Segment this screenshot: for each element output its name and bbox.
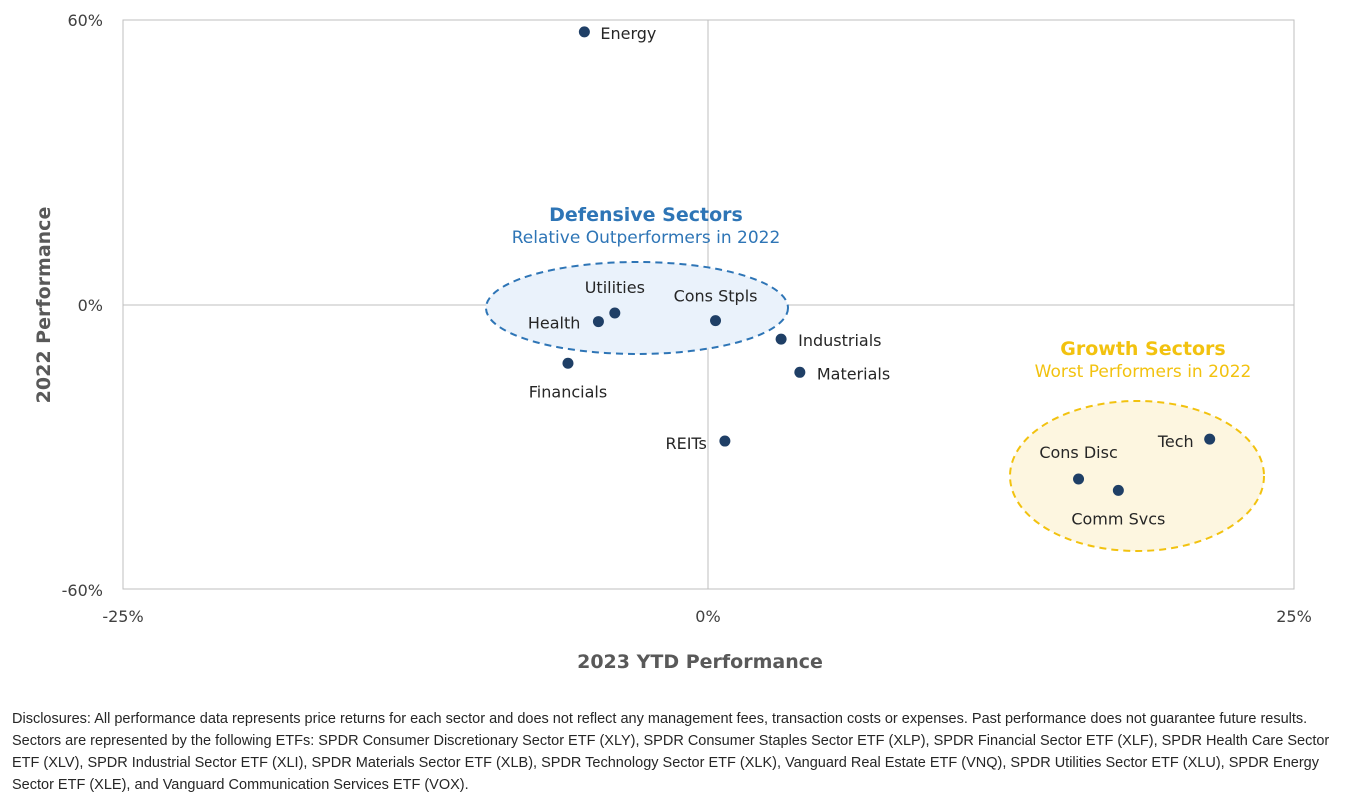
point-comm-svcs <box>1112 484 1124 496</box>
point-financials <box>562 357 574 369</box>
point-label-materials: Materials <box>817 364 890 383</box>
growth-sectors-title: Growth Sectors <box>1060 338 1225 360</box>
defensive-sectors-ellipse <box>485 261 789 355</box>
point-cons-disc <box>1073 473 1085 485</box>
point-industrials <box>775 333 787 345</box>
y-tick-label: 0% <box>78 296 103 315</box>
point-label-comm-svcs: Comm Svcs <box>1071 509 1165 528</box>
x-tick-label: 25% <box>1276 607 1312 626</box>
point-label-industrials: Industrials <box>798 331 881 350</box>
x-axis-title: 2023 YTD Performance <box>577 651 823 673</box>
point-tech <box>1204 433 1216 445</box>
point-utilities <box>609 307 621 319</box>
point-label-health: Health <box>528 314 581 333</box>
x-tick-label: 0% <box>695 607 720 626</box>
point-reits <box>719 435 731 447</box>
point-label-cons-disc: Cons Disc <box>1039 443 1117 462</box>
point-label-utilities: Utilities <box>585 278 645 297</box>
y-tick-label: 60% <box>67 11 103 30</box>
y-tick-label: -60% <box>62 581 103 600</box>
growth-sectors-subtitle: Worst Performers in 2022 <box>1035 362 1252 382</box>
point-label-cons-stpls: Cons Stpls <box>674 287 758 306</box>
point-label-energy: Energy <box>600 24 656 43</box>
x-tick-label: -25% <box>102 607 143 626</box>
point-cons-stpls <box>710 315 722 327</box>
disclosure-text: Disclosures: All performance data repres… <box>12 711 1330 793</box>
defensive-sectors-subtitle: Relative Outperformers in 2022 <box>512 228 781 248</box>
sector-scatter-chart: Defensive Sectors Relative Outperformers… <box>33 11 1312 673</box>
growth-sectors-ellipse <box>1009 400 1265 552</box>
point-health <box>592 316 604 328</box>
point-label-tech: Tech <box>1157 432 1194 451</box>
defensive-sectors-title: Defensive Sectors <box>549 204 743 226</box>
point-energy <box>578 26 590 38</box>
y-axis-title: 2022 Performance <box>33 207 55 404</box>
point-label-financials: Financials <box>529 382 607 401</box>
point-label-reits: REITs <box>665 434 706 453</box>
point-materials <box>794 366 806 378</box>
